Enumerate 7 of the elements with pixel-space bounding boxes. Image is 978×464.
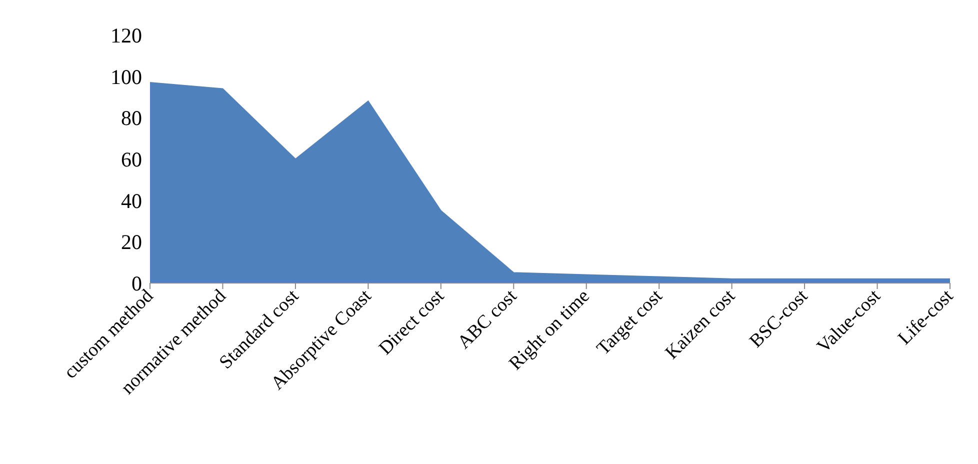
y-tick-label: 60 [121, 147, 142, 172]
y-tick-label: 120 [110, 23, 142, 48]
y-tick-label: 0 [132, 271, 142, 296]
y-tick-label: 100 [110, 64, 142, 89]
y-tick-label: 80 [121, 106, 142, 130]
y-tick-label: 20 [121, 230, 142, 254]
y-tick-label: 40 [121, 188, 142, 213]
